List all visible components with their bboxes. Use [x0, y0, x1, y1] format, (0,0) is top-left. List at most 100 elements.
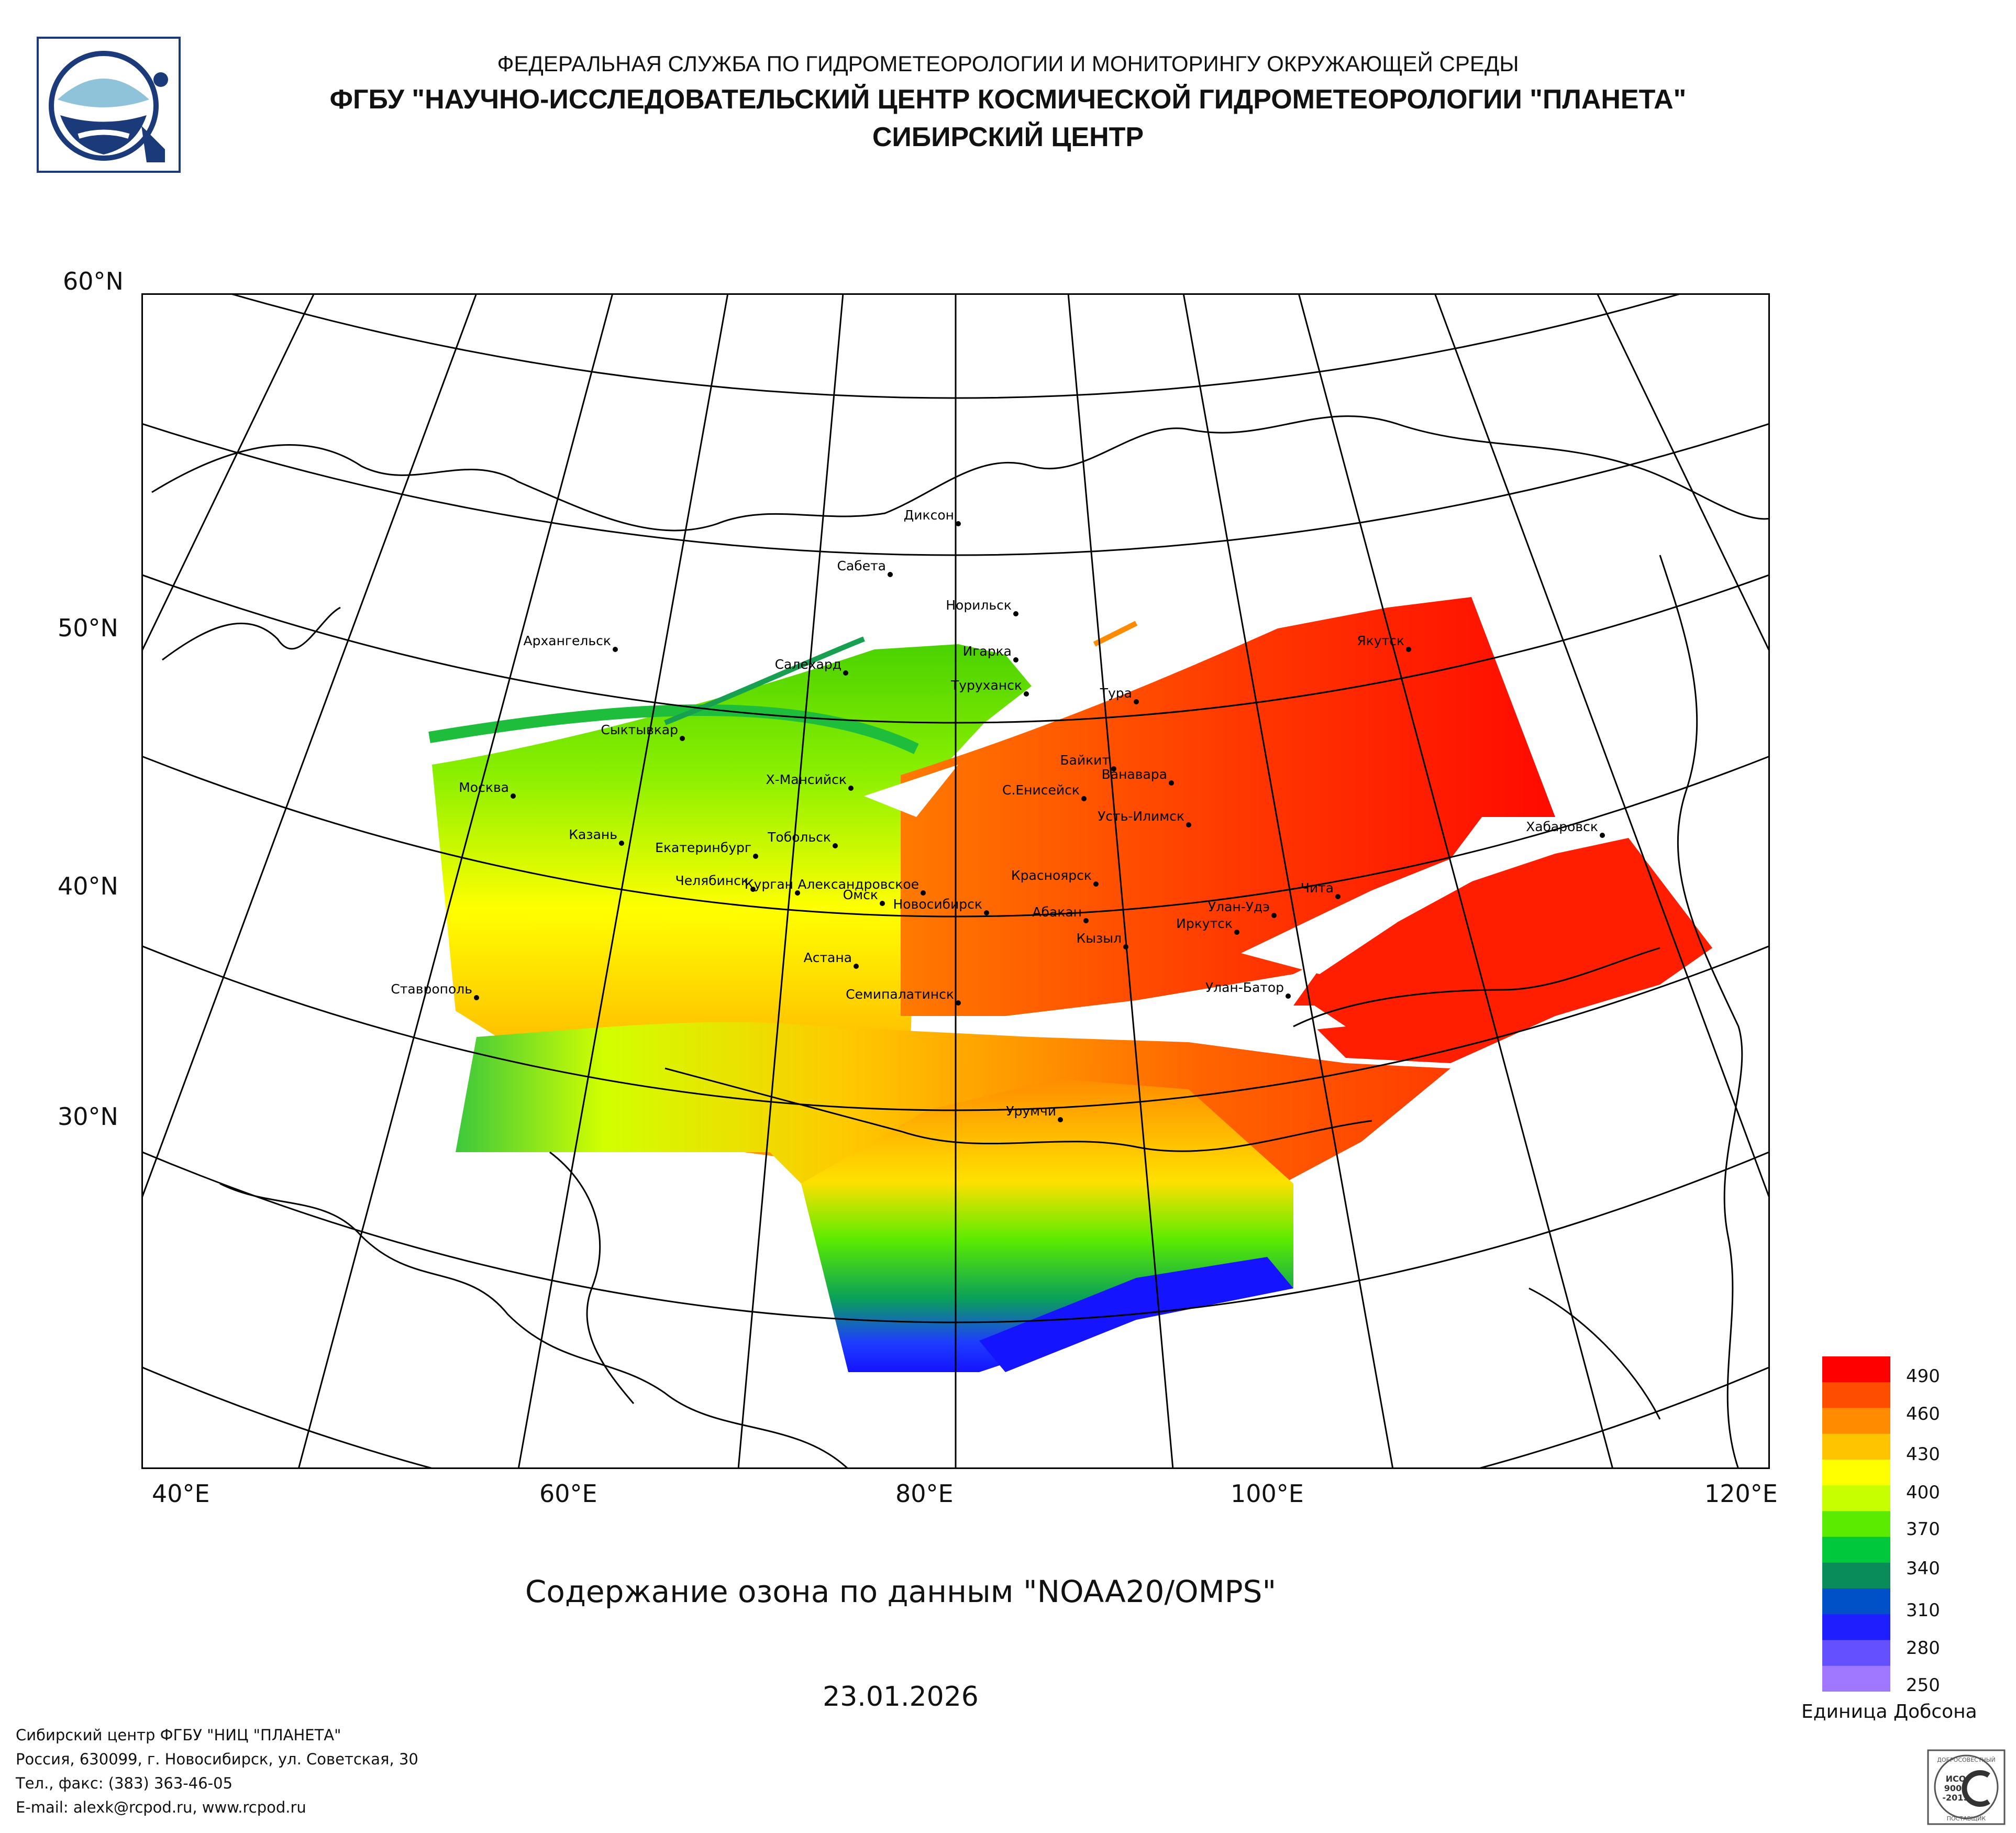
iso-text: ИСО: [1946, 1774, 1966, 1784]
city-marker: [1335, 894, 1341, 899]
lon-label-80: 80°E: [895, 1479, 954, 1508]
city-label: Москва: [459, 780, 509, 795]
city-marker: [843, 670, 848, 676]
city-marker: [956, 1000, 961, 1006]
city-marker: [1406, 647, 1411, 652]
city-marker: [1081, 796, 1087, 801]
legend-label: 460: [1906, 1404, 1940, 1425]
city-label: Новосибирск: [893, 897, 983, 912]
city-label: Омск: [843, 887, 878, 902]
city-marker: [1058, 1117, 1063, 1122]
city-marker: [1271, 913, 1277, 918]
legend-color-band: [1822, 1562, 1890, 1589]
city-label: Улан-Батор: [1205, 980, 1284, 995]
city-label: Архангельск: [523, 633, 611, 648]
legend-label: 340: [1906, 1558, 1940, 1579]
iso-number: 9001: [1944, 1783, 1968, 1793]
legend-color-band: [1822, 1459, 1890, 1486]
city-marker: [1123, 944, 1128, 949]
city-label: Улан-Удэ: [1208, 899, 1270, 914]
lat-label-50: 50°N: [58, 614, 118, 642]
city-label: Челябинск: [675, 873, 749, 888]
legend-label: 280: [1906, 1638, 1940, 1659]
city-label: Диксон: [904, 507, 954, 523]
legend-color-band: [1822, 1588, 1890, 1615]
legend-color-band: [1822, 1640, 1890, 1666]
city-label: Курган: [745, 877, 793, 892]
footer-contact: Сибирский центр ФГБУ "НИЦ "ПЛАНЕТА" Росс…: [16, 1723, 418, 1819]
city-label: Семипалатинск: [846, 987, 954, 1002]
city-label: Тура: [1100, 686, 1132, 701]
city-label: Астана: [804, 950, 852, 965]
city-marker: [1093, 881, 1099, 887]
city-label: Казань: [569, 827, 617, 842]
city-label: Якутск: [1357, 633, 1404, 648]
city-label: С.Енисейск: [1002, 782, 1080, 798]
city-marker: [1600, 833, 1605, 838]
iso-top-text: ДОБРОСОВЕСТНЫЙ: [1937, 1757, 1996, 1763]
city-label: Норильск: [946, 598, 1012, 613]
city-label: Ванавара: [1102, 767, 1167, 782]
city-marker: [613, 647, 618, 652]
city-label: Красноярск: [1011, 868, 1092, 883]
city-label: Сабета: [837, 558, 886, 573]
city-marker: [511, 793, 516, 799]
lon-label-120: 120°E: [1704, 1479, 1778, 1508]
city-label: Абакан: [1032, 904, 1082, 920]
center-line: СИБИРСКИЙ ЦЕНТР: [872, 122, 1144, 152]
legend-color-band: [1822, 1433, 1890, 1460]
city-marker: [680, 736, 685, 741]
lon-label-40: 40°E: [152, 1479, 210, 1508]
legend-color-band: [1822, 1356, 1890, 1383]
legend-label: 310: [1906, 1600, 1940, 1621]
city-label: Ставрополь: [391, 981, 472, 997]
city-label: Сыктывкар: [601, 722, 678, 737]
legend-unit: Единица Добсона: [1801, 1701, 1977, 1722]
lon-label-100: 100°E: [1231, 1479, 1304, 1508]
city-marker: [1013, 657, 1018, 662]
footer-org: Сибирский центр ФГБУ "НИЦ "ПЛАНЕТА": [16, 1726, 341, 1744]
city-marker: [956, 521, 961, 526]
iso-certification-badge: ДОБРОСОВЕСТНЫЙ ИСО 9001 -2015 ПОСТАВЩИК: [1927, 1749, 2006, 1825]
city-label: Чита: [1301, 880, 1334, 896]
legend-color-band: [1822, 1485, 1890, 1512]
city-marker: [1024, 691, 1029, 697]
lat-label-60: 60°N: [63, 267, 124, 295]
footer-phone: Тел., факс: (383) 363-46-05: [16, 1774, 233, 1792]
city-marker: [880, 901, 885, 906]
city-marker: [984, 910, 989, 915]
map-date: 23.01.2026: [823, 1681, 979, 1713]
legend-label: 370: [1906, 1519, 1940, 1540]
lat-label-30: 30°N: [58, 1102, 118, 1131]
city-marker: [1234, 930, 1239, 935]
iso-bottom-text: ПОСТАВЩИК: [1947, 1815, 1986, 1822]
city-marker: [833, 843, 838, 848]
legend-label: 250: [1906, 1675, 1940, 1696]
city-marker: [1186, 822, 1191, 827]
city-marker: [848, 786, 854, 791]
city-marker: [795, 890, 800, 896]
institute-line: ФГБУ "НАУЧНО-ИССЛЕДОВАТЕЛЬСКИЙ ЦЕНТР КОС…: [329, 84, 1687, 115]
city-label: Хабаровск: [1526, 819, 1598, 834]
ozone-legend-colorbar: [1822, 1356, 1890, 1692]
legend-color-band: [1822, 1408, 1890, 1434]
lon-label-60: 60°E: [539, 1479, 597, 1508]
legend-color-band: [1822, 1537, 1890, 1563]
ozone-map: Диксон Сабета Норильск Архангельск Салехард И…: [141, 293, 1770, 1469]
city-marker: [854, 964, 859, 969]
city-marker: [1111, 766, 1116, 771]
planeta-logo: [37, 37, 181, 173]
city-label: Иркутск: [1176, 916, 1233, 931]
city-marker: [888, 572, 893, 577]
legend-label: 490: [1906, 1366, 1940, 1387]
city-label: Салехард: [775, 657, 841, 672]
city-marker: [474, 995, 479, 1000]
city-label: Урумчи: [1006, 1103, 1056, 1119]
city-label: Усть-Илимск: [1098, 809, 1184, 824]
city-label: Тобольск: [767, 830, 831, 845]
city-marker: [1013, 611, 1018, 616]
map-title: Содержание озона по данным "NOAA20/OMPS": [525, 1574, 1277, 1609]
city-marker: [753, 854, 758, 859]
city-label: Александровское: [797, 877, 919, 892]
city-label: Екатеринбург: [655, 840, 751, 855]
